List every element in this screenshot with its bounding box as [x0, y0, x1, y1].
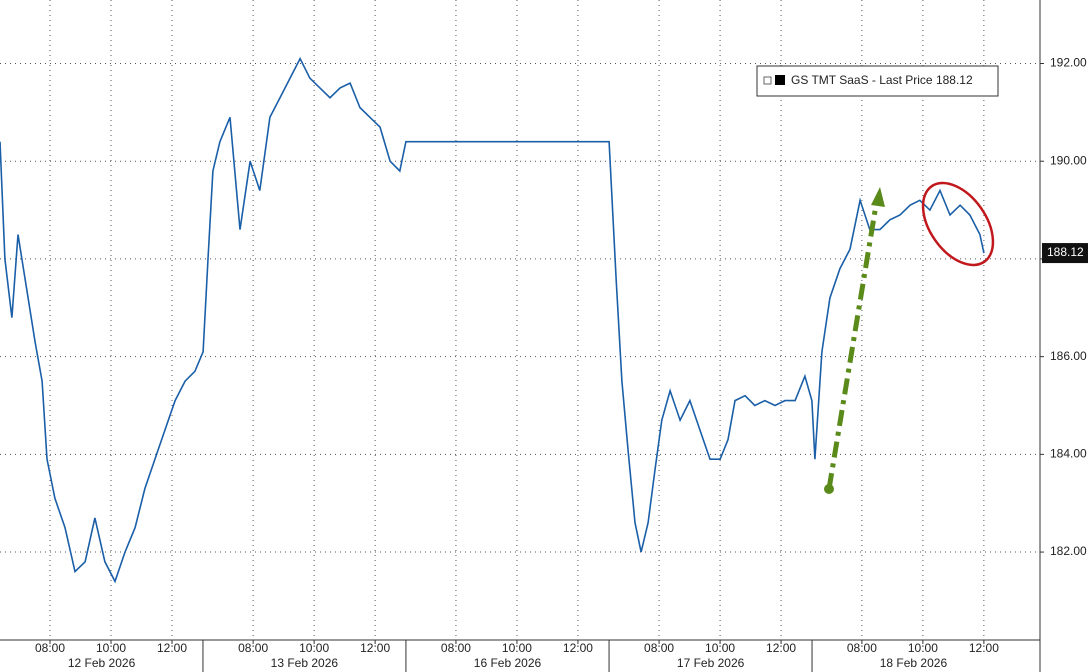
- x-tick-label: 12:00: [360, 641, 390, 655]
- legend: GS TMT SaaS - Last Price 188.12: [756, 65, 999, 97]
- y-tick-label: 192.00: [1050, 56, 1087, 70]
- x-tick-label: 12:00: [157, 641, 187, 655]
- x-tick-label: 08:00: [238, 641, 268, 655]
- price-line: [0, 56, 985, 584]
- last-price-label: 188.12: [1047, 245, 1084, 259]
- x-tick-label: 12:00: [766, 641, 796, 655]
- legend-swatch: [775, 75, 785, 85]
- y-tick-label: 186.00: [1050, 349, 1087, 363]
- x-tick-label: 12:00: [969, 641, 999, 655]
- y-tick-label: 184.00: [1050, 447, 1087, 461]
- arrow-annotation: [826, 204, 879, 490]
- legend-toggle: [763, 76, 772, 85]
- x-tick-label: 10:00: [502, 641, 532, 655]
- x-group-label: 16 Feb 2026: [474, 656, 542, 670]
- x-tick-label: 12:00: [563, 641, 593, 655]
- x-tick-label: 10:00: [96, 641, 126, 655]
- x-group-label: 13 Feb 2026: [271, 656, 339, 670]
- x-tick-label: 08:00: [35, 641, 65, 655]
- arrow-head: [871, 187, 885, 207]
- x-tick-label: 08:00: [441, 641, 471, 655]
- legend-box: [756, 65, 999, 97]
- x-group-label: 18 Feb 2026: [880, 656, 948, 670]
- x-tick-label: 08:00: [847, 641, 877, 655]
- legend-label: GS TMT SaaS - Last Price 188.12: [791, 73, 973, 87]
- x-group-label: 12 Feb 2026: [68, 656, 136, 670]
- x-tick-label: 10:00: [299, 641, 329, 655]
- x-tick-label: 10:00: [705, 641, 735, 655]
- y-tick-label: 190.00: [1050, 153, 1087, 167]
- x-tick-label: 10:00: [908, 641, 938, 655]
- x-tick-label: 08:00: [644, 641, 674, 655]
- x-group-label: 17 Feb 2026: [677, 656, 745, 670]
- y-tick-label: 182.00: [1050, 544, 1087, 558]
- last-price-tag: [1042, 243, 1088, 264]
- circle-annotation: [921, 181, 995, 267]
- arrow-start: [824, 484, 834, 494]
